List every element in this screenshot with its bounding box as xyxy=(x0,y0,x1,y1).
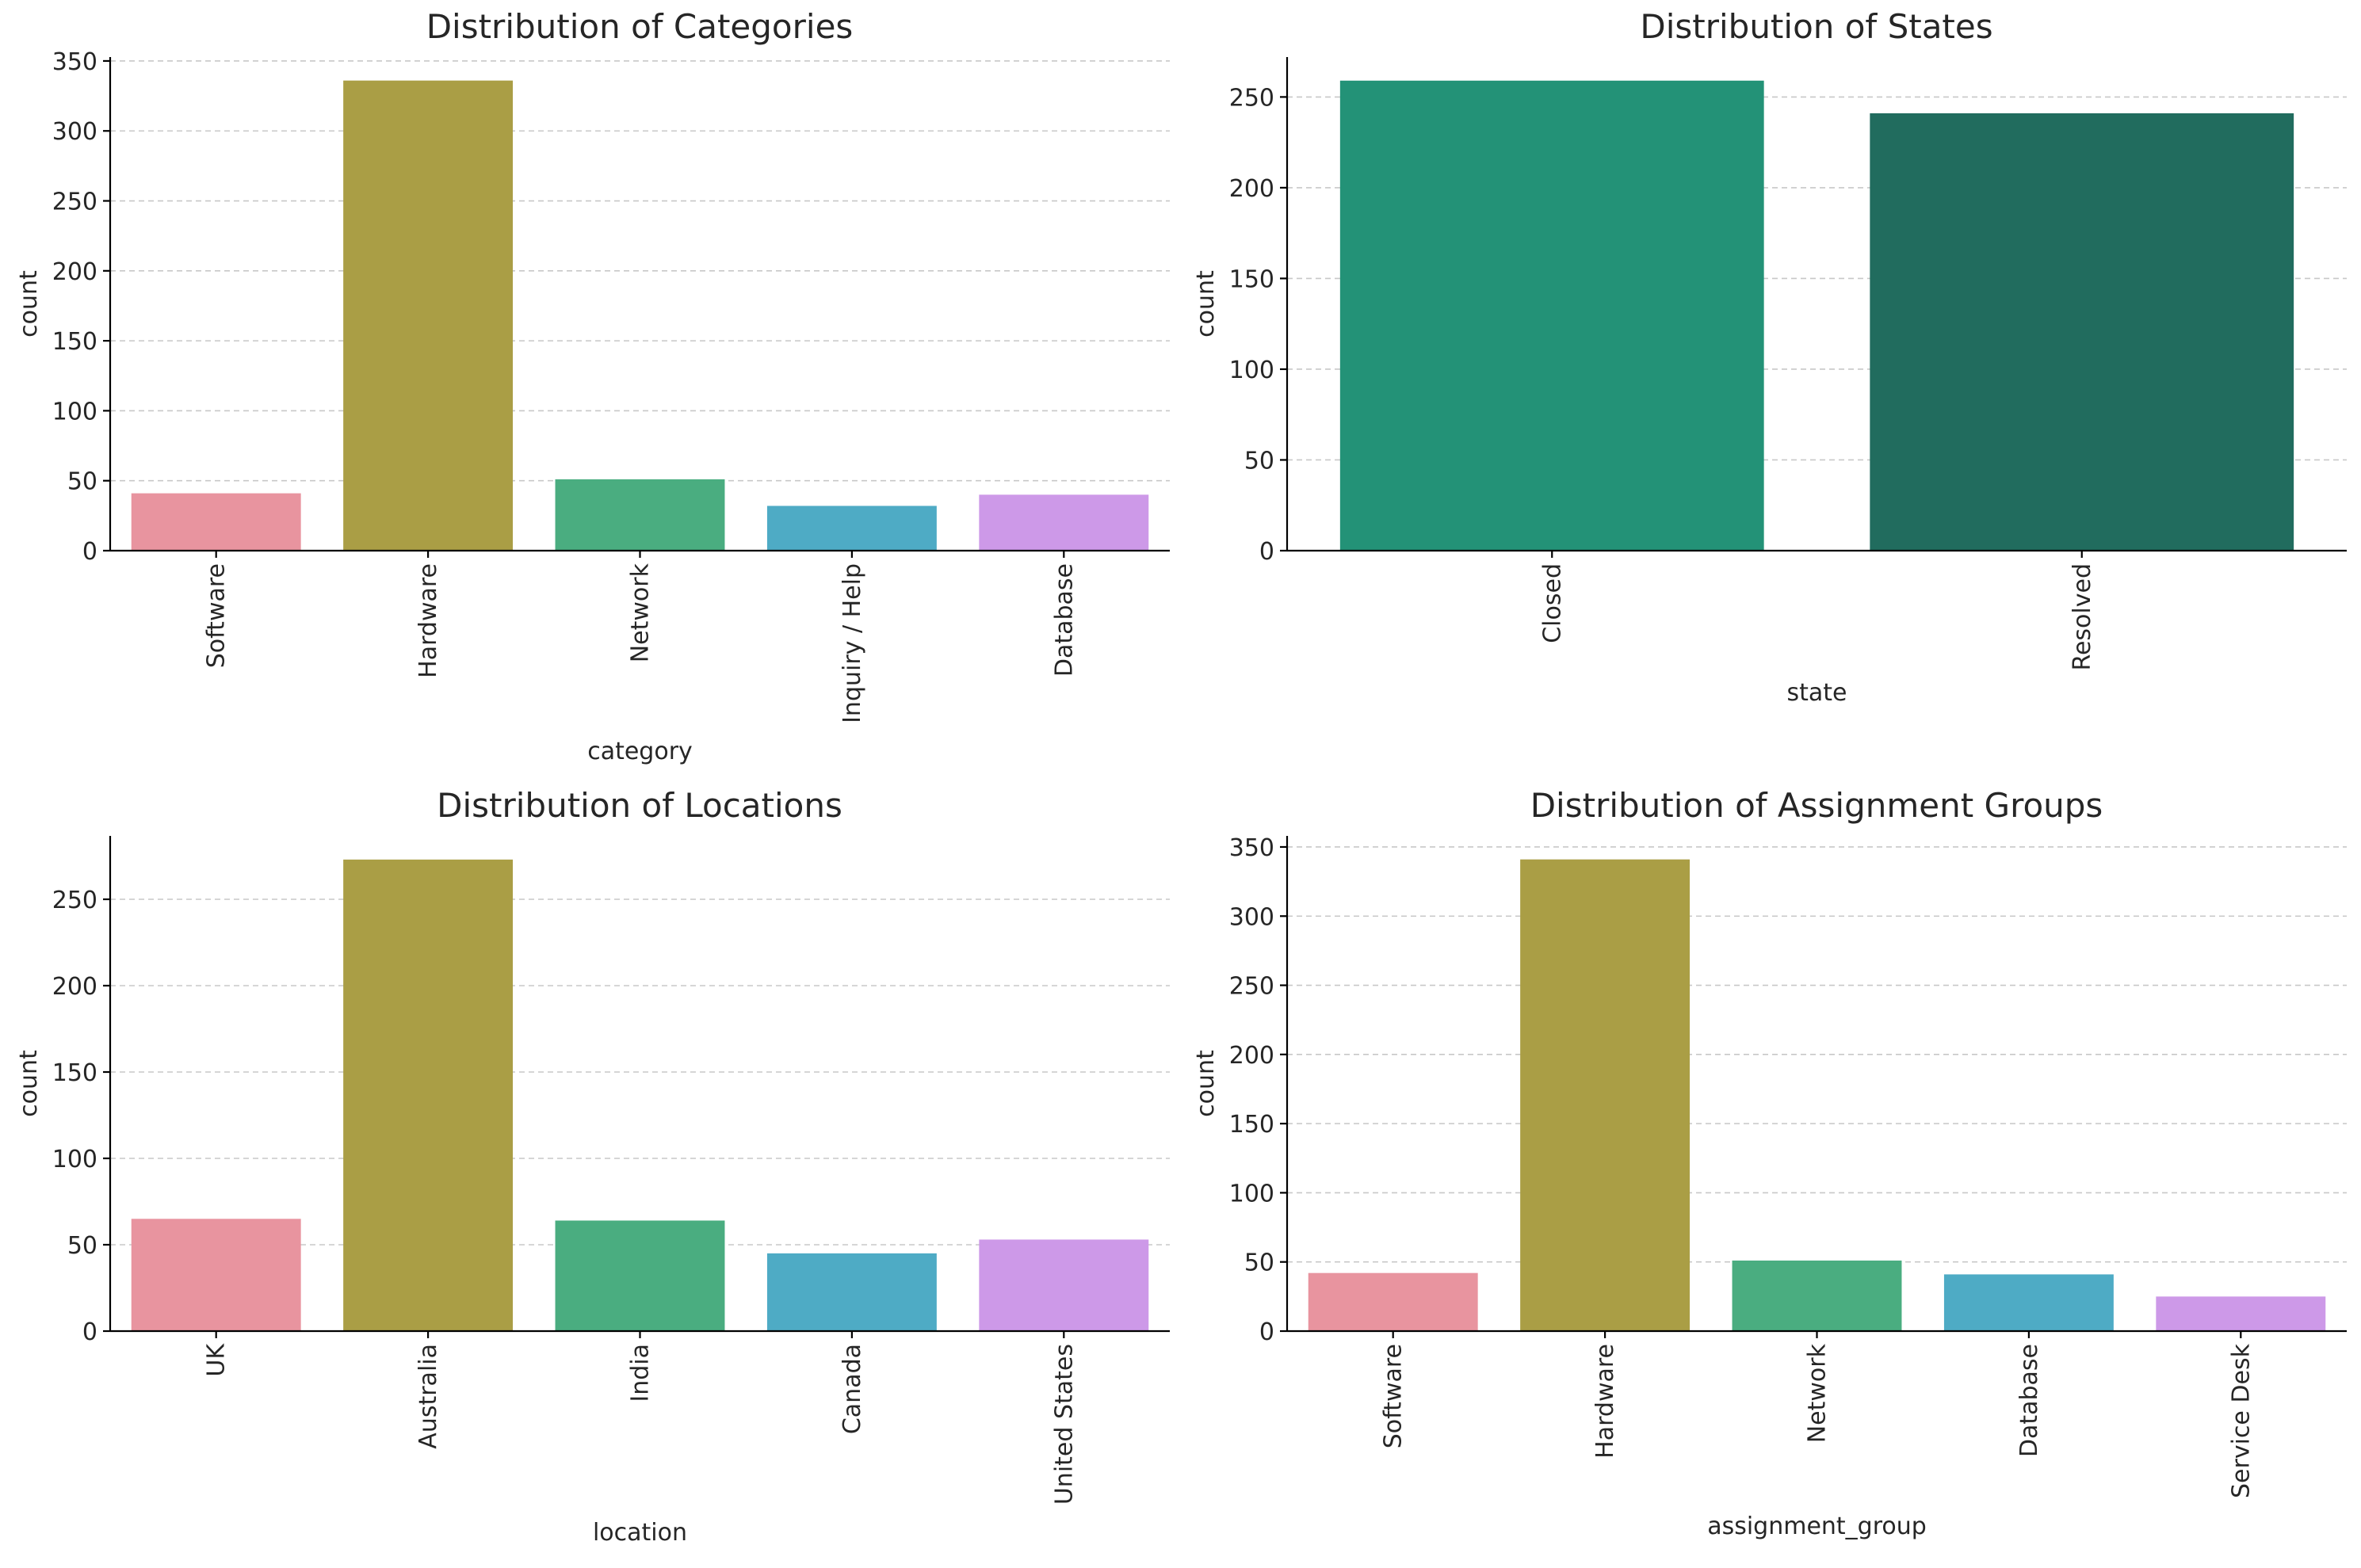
y-tick-label: 50 xyxy=(1244,447,1274,475)
x-axis-label: category xyxy=(587,738,693,765)
y-tick-label: 150 xyxy=(1229,1111,1274,1139)
subplot-4: 0 50 100 150 200 250 300 350 Software Hardware Net… xyxy=(1192,786,2347,1540)
y-tick-label: 50 xyxy=(1244,1249,1274,1277)
x-tick-label: Hardware xyxy=(415,563,442,678)
y-tick-label: 250 xyxy=(52,887,97,914)
x-tick-label: Service Desk xyxy=(2227,1343,2255,1498)
bar-service-desk xyxy=(2156,1296,2326,1331)
bar-hardware xyxy=(1520,859,1691,1331)
y-tick-label: 0 xyxy=(82,1318,97,1346)
x-tick-label: Canada xyxy=(839,1344,866,1434)
bar-india xyxy=(555,1220,725,1331)
x-tick-label: Closed xyxy=(1538,563,1566,643)
bar-software xyxy=(131,493,301,551)
chart-title: Distribution of Locations xyxy=(437,786,842,825)
x-tick-label: India xyxy=(627,1344,655,1402)
chart-title: Distribution of States xyxy=(1640,7,1992,46)
y-tick-label: 250 xyxy=(52,189,97,216)
y-tick-label: 350 xyxy=(1229,834,1274,862)
bar-australia xyxy=(343,859,514,1331)
x-tick-label: Database xyxy=(2015,1344,2043,1457)
bar-inquiry-help xyxy=(766,505,937,551)
chart-title: Distribution of Assignment Groups xyxy=(1530,786,2103,825)
y-tick-label: 100 xyxy=(52,1146,97,1173)
y-axis-label: count xyxy=(15,1050,43,1117)
subplot-3: 0 50 100 150 200 250 UK Australia India Canada Uni… xyxy=(15,786,1170,1547)
x-tick-label: Network xyxy=(1804,1343,1832,1443)
y-tick-label: 100 xyxy=(1229,1180,1274,1207)
y-axis-label: count xyxy=(15,270,43,338)
y-tick-label: 200 xyxy=(52,258,97,286)
bar-database xyxy=(1943,1274,2114,1331)
x-axis-label: location xyxy=(593,1519,687,1547)
y-tick-label: 100 xyxy=(1229,357,1274,384)
bar-network xyxy=(555,479,725,551)
bar-hardware xyxy=(343,80,514,551)
y-tick-label: 200 xyxy=(1229,175,1274,203)
bar-closed xyxy=(1339,80,1764,551)
x-tick-label: Australia xyxy=(415,1344,442,1449)
y-tick-label: 50 xyxy=(67,1232,97,1260)
y-axis-label: count xyxy=(1192,270,1220,338)
x-tick-label: UK xyxy=(203,1343,231,1377)
x-tick-label: Hardware xyxy=(1591,1344,1619,1459)
y-tick-label: 250 xyxy=(1229,84,1274,112)
y-tick-label: 200 xyxy=(1229,1042,1274,1070)
x-tick-label: Resolved xyxy=(2069,563,2096,671)
subplot-1: 0 50 100 150 200 250 300 350 Software Hardware Net… xyxy=(15,7,1170,765)
x-tick-label: Software xyxy=(1380,1344,1408,1448)
y-tick-label: 0 xyxy=(1259,1318,1274,1346)
subplot-2: 0 50 100 150 200 250 Closed Resolved Distributio… xyxy=(1192,7,2347,707)
x-axis-label: state xyxy=(1787,679,1847,707)
bar-network xyxy=(1732,1260,1902,1331)
y-tick-label: 150 xyxy=(1229,265,1274,293)
x-axis-label: assignment_group xyxy=(1707,1513,1927,1540)
y-tick-label: 100 xyxy=(52,398,97,425)
y-tick-label: 50 xyxy=(67,468,97,496)
y-tick-label: 200 xyxy=(52,973,97,1001)
x-tick-label: Network xyxy=(627,563,655,662)
bar-software xyxy=(1308,1272,1478,1331)
x-tick-label: Database xyxy=(1050,563,1078,677)
y-tick-label: 350 xyxy=(52,48,97,76)
y-tick-label: 0 xyxy=(82,538,97,566)
y-axis-label: count xyxy=(1192,1050,1220,1117)
y-tick-label: 300 xyxy=(1229,903,1274,931)
bar-uk xyxy=(131,1219,301,1331)
chart-title: Distribution of Categories xyxy=(426,7,854,46)
bar-resolved xyxy=(1870,113,2294,551)
y-tick-label: 250 xyxy=(1229,973,1274,1001)
y-tick-label: 150 xyxy=(52,1059,97,1087)
y-tick-label: 150 xyxy=(52,328,97,356)
x-tick-label: United States xyxy=(1050,1344,1078,1505)
bar-database xyxy=(979,494,1149,551)
y-tick-label: 300 xyxy=(52,118,97,146)
x-tick-label: Software xyxy=(203,563,231,668)
y-tick-label: 0 xyxy=(1259,538,1274,566)
bar-canada xyxy=(766,1253,937,1331)
bar-united-states xyxy=(979,1239,1149,1331)
x-tick-label: Inquiry / Help xyxy=(839,563,866,723)
